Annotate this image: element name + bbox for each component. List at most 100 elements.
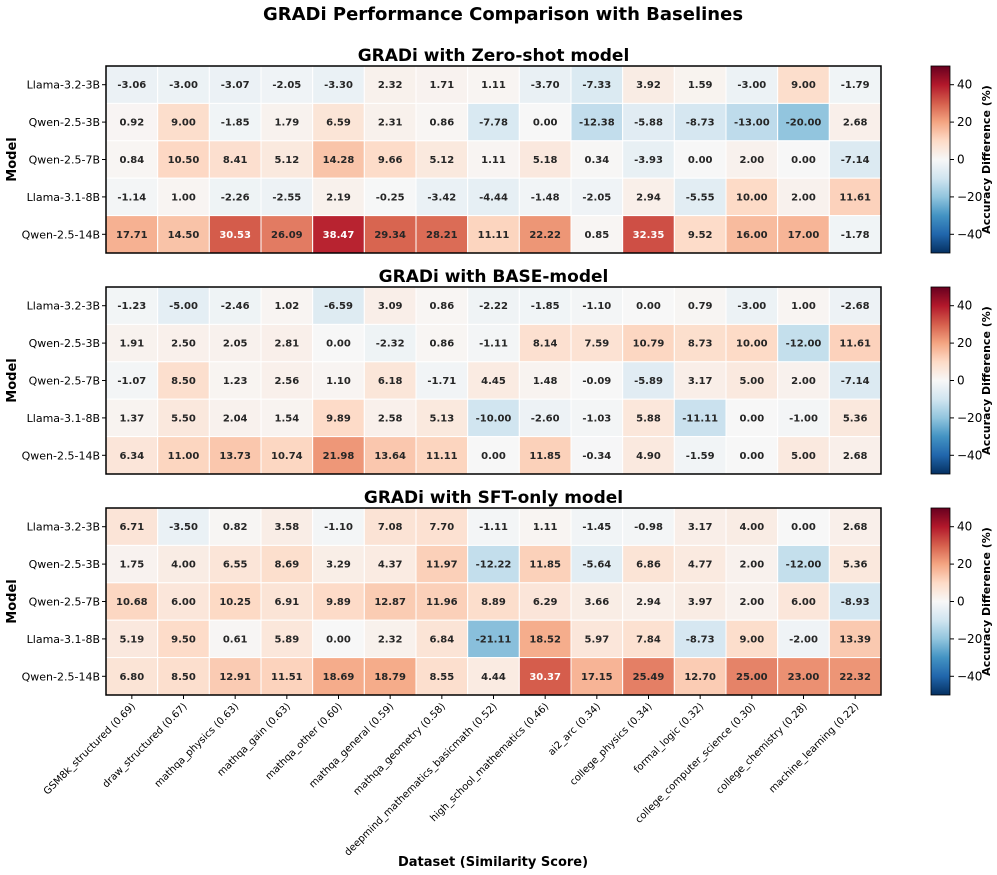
cell-label: 10.68 (116, 597, 148, 608)
y-tick-label: Llama-3.1-8B (27, 412, 100, 425)
colorbar-tick-label: −40 (957, 227, 982, 241)
cell-label: 1.59 (688, 80, 713, 91)
heatmap-cell (777, 544, 830, 584)
cell-label: 9.66 (378, 155, 403, 166)
heatmap-cell (622, 619, 675, 659)
heatmap-cell (157, 582, 210, 621)
colorbar-tick-label: 20 (957, 557, 972, 571)
cell-label: 11.61 (839, 192, 871, 203)
cell-label: 0.86 (429, 339, 454, 350)
cell-label: -1.78 (841, 230, 870, 241)
cell-label: 1.48 (533, 376, 558, 387)
x-tick-label: college_chemistry (0.28) (714, 701, 809, 796)
heatmap-cell (208, 657, 262, 696)
heatmap-cell (828, 582, 882, 621)
cell-label: -7.33 (582, 80, 611, 91)
cell-label: 22.32 (839, 672, 871, 683)
cell-label: 6.86 (636, 560, 661, 571)
cell-label: 5.50 (171, 413, 196, 424)
cell-label: 18.52 (529, 634, 561, 645)
cell-label: 2.32 (378, 634, 403, 645)
heatmap-cell (363, 286, 417, 325)
heatmap-cell (415, 140, 469, 179)
heatmap-cell (518, 361, 572, 400)
cell-label: -2.05 (272, 80, 301, 91)
y-tick-label: Qwen-2.5-14B (22, 670, 100, 683)
heatmap-cell (157, 507, 210, 546)
cell-label: -1.23 (117, 301, 146, 312)
cell-label: 5.12 (429, 155, 454, 166)
cell-label: 1.11 (481, 155, 506, 166)
colorbar-tick-label: 40 (957, 299, 972, 313)
cell-label: 9.00 (739, 634, 764, 645)
heatmap-cell (467, 544, 520, 584)
cell-label: -12.22 (476, 560, 512, 571)
heatmap-cell (777, 436, 830, 475)
heatmap-cell (673, 65, 727, 104)
heatmap-cell (208, 507, 262, 546)
cell-label: 3.66 (584, 597, 609, 608)
cell-label: 11.00 (168, 451, 200, 462)
cell-label: 3.09 (378, 301, 403, 312)
cell-label: 5.36 (843, 413, 868, 424)
cell-label: 2.50 (171, 339, 196, 350)
heatmap-cell (312, 657, 365, 696)
cell-label: -1.11 (479, 339, 508, 350)
heatmap-cell (157, 177, 210, 217)
cell-label: 0.92 (119, 118, 144, 129)
cell-label: -5.00 (169, 301, 198, 312)
cell-label: -1.85 (531, 301, 560, 312)
cell-label: -5.88 (634, 118, 663, 129)
cell-label: 1.75 (119, 560, 144, 571)
cell-label: 16.00 (736, 230, 768, 241)
figure-title: GRADi Performance Comparison with Baseli… (263, 4, 743, 25)
heatmap-cell (673, 286, 727, 325)
cell-label: 8.69 (274, 560, 299, 571)
heatmap-cell (467, 102, 520, 142)
x-tick-label: ai2_arc (0.34) (546, 701, 603, 758)
x-tick-label: mathqa_geometry (0.58) (352, 701, 448, 797)
heatmap-cell (208, 286, 262, 325)
heatmap-cell (673, 215, 727, 254)
colorbar-label: Accuracy Difference (%) (980, 527, 993, 676)
cell-label: 8.89 (481, 597, 506, 608)
colorbar-tick-label: 40 (957, 520, 972, 534)
panel-title: GRADi with SFT-only model (364, 488, 623, 508)
heatmap-cell (208, 544, 262, 584)
cell-label: 6.18 (378, 376, 403, 387)
cell-label: -3.30 (324, 80, 353, 91)
heatmap-cell (105, 65, 159, 104)
cell-label: 1.54 (274, 413, 299, 424)
cell-label: 13.73 (219, 451, 251, 462)
cell-label: 0.82 (223, 522, 248, 533)
heatmap-cell (570, 140, 624, 179)
cell-label: 17.71 (116, 230, 148, 241)
colorbar-tick-label: −40 (957, 669, 982, 683)
cell-label: 12.70 (684, 672, 716, 683)
cell-label: -1.48 (531, 192, 560, 203)
heatmap-cell (673, 544, 727, 584)
cell-label: 0.00 (636, 301, 661, 312)
cell-label: -5.89 (634, 376, 663, 387)
heatmap-cell (777, 619, 830, 659)
colorbar-tick-label: −20 (957, 632, 982, 646)
cell-label: 1.91 (119, 339, 144, 350)
x-axis-label: Dataset (Similarity Score) (398, 855, 588, 870)
heatmap-cell (208, 619, 262, 659)
cell-label: 1.10 (326, 376, 351, 387)
cell-label: -1.14 (117, 192, 146, 203)
cell-label: 1.37 (119, 413, 144, 424)
heatmap-cell (570, 65, 624, 104)
cell-label: -0.34 (582, 451, 611, 462)
cell-label: 2.94 (636, 192, 661, 203)
cell-label: 3.92 (636, 80, 661, 91)
colorbar-tick-label: 0 (957, 595, 965, 609)
cell-label: -3.07 (221, 80, 250, 91)
heatmap-cell (777, 361, 830, 400)
heatmap-cell (363, 582, 417, 621)
cell-label: -1.11 (479, 522, 508, 533)
y-tick-label: Qwen-2.5-7B (29, 596, 100, 609)
cell-label: 30.53 (219, 230, 251, 241)
cell-label: -2.60 (531, 413, 560, 424)
